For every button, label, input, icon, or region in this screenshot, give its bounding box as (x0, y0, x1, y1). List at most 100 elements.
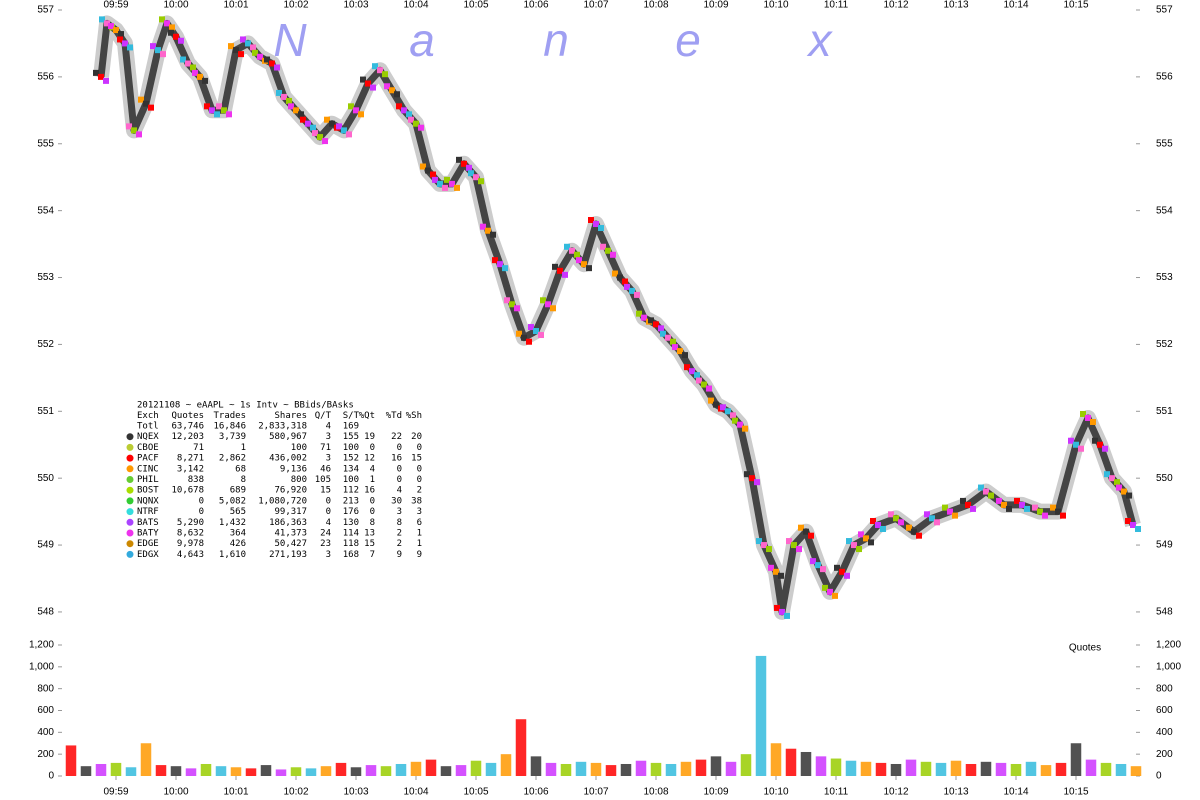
quote-marker (653, 321, 659, 328)
quote-marker (473, 174, 479, 181)
quote-marker (360, 76, 366, 83)
quote-marker (593, 221, 599, 228)
quote-marker (744, 471, 750, 478)
quote-bar (245, 768, 257, 776)
stats-cell: 50,427 (274, 539, 307, 549)
quote-marker (365, 80, 371, 87)
quote-bar (680, 761, 692, 776)
stats-cell: 0 (417, 443, 422, 453)
quote-bar (380, 766, 392, 776)
quote-marker (533, 328, 539, 335)
quote-marker (562, 271, 568, 278)
quote-marker (245, 40, 251, 47)
quote-marker (1037, 508, 1043, 515)
stats-cell: 12,203 (171, 432, 204, 442)
stats-cell: CINC (137, 464, 159, 474)
quote-marker (538, 332, 544, 339)
quote-bar (410, 761, 422, 776)
quote-marker (425, 167, 431, 174)
quote-bar (950, 760, 962, 776)
stats-cell: 2,833,318 (258, 422, 307, 432)
quote-marker (911, 528, 917, 535)
quote-marker (665, 334, 671, 341)
quote-marker (233, 47, 239, 54)
stats-cell: 13 (364, 529, 375, 539)
quote-bar (1025, 761, 1037, 776)
stats-cell: 152 (343, 454, 359, 464)
stats-cell: 105 (315, 475, 331, 485)
quote-bar (695, 759, 707, 776)
y-tick-label: 557 (37, 5, 54, 16)
stats-cell: 4 (397, 486, 402, 496)
quote-marker (178, 37, 184, 44)
quote-marker (808, 532, 814, 539)
stats-cell: 0 (370, 507, 375, 517)
stats-cell: 114 (343, 529, 359, 539)
stats-cell: 7 (370, 550, 375, 560)
x-tick-label: 10:11 (824, 0, 849, 11)
quote-bar (875, 762, 887, 776)
quote-marker (1006, 505, 1012, 512)
y-tick-label: 557 (1156, 5, 1173, 16)
quote-marker (701, 381, 707, 388)
quote-marker (1104, 471, 1110, 478)
stats-cell: 0 (417, 464, 422, 474)
quote-bar (965, 763, 977, 776)
quote-marker (221, 107, 227, 114)
stats-cell: 8 (397, 518, 402, 528)
quote-marker (396, 103, 402, 110)
stats-cell: PHIL (137, 475, 159, 485)
quote-marker (122, 40, 128, 47)
quote-marker (509, 301, 515, 308)
y-tick-label: 553 (37, 272, 54, 283)
quote-marker (863, 535, 869, 542)
quote-bar (290, 767, 302, 776)
quote-marker (98, 73, 104, 80)
quote-marker (742, 425, 748, 432)
quote-marker (430, 171, 436, 178)
quote-bar (740, 754, 752, 776)
stats-cell: 838 (188, 475, 204, 485)
quote-marker (485, 227, 491, 234)
x-tick-label: 10:12 (883, 787, 908, 798)
legend-marker (126, 518, 134, 526)
quote-marker (796, 546, 802, 553)
quote-bar (230, 767, 242, 776)
legend-marker (126, 443, 134, 451)
stats-cell: 15 (364, 539, 375, 549)
quote-marker (214, 111, 220, 118)
quote-marker (353, 107, 359, 114)
quote-marker (516, 330, 522, 337)
stats-cell: 4 (326, 518, 331, 528)
quote-marker (934, 519, 940, 526)
quote-marker (1125, 517, 1131, 524)
quote-marker (118, 31, 124, 38)
quote-marker (348, 103, 354, 110)
quote-marker (749, 475, 755, 482)
quote-marker (634, 291, 640, 298)
stats-cell: BOST (137, 486, 159, 496)
x-tick-label: 10:10 (763, 0, 788, 11)
quote-marker (552, 263, 558, 270)
stats-cell: 46 (320, 464, 331, 474)
stats-cell: 0 (370, 496, 375, 506)
quote-marker (449, 180, 455, 187)
stats-cell: 12 (364, 454, 375, 464)
quote-marker (305, 120, 311, 127)
quote-marker (413, 120, 419, 127)
quote-marker (169, 24, 175, 31)
stats-cell: NQEX (137, 432, 159, 442)
quote-marker (466, 164, 472, 171)
legend-marker (126, 476, 134, 483)
y-tick-label: 553 (1156, 272, 1173, 283)
stats-cell: 10,678 (171, 486, 204, 496)
quote-marker (832, 592, 838, 599)
x-tick-label: 10:05 (463, 787, 488, 798)
stats-cell: 71 (320, 443, 331, 453)
stats-header: S/T (343, 411, 360, 421)
quote-bar (170, 766, 182, 776)
quote-marker (336, 123, 342, 130)
quote-bar (860, 761, 872, 776)
x-tick-label: 10:09 (703, 0, 728, 11)
quote-marker (827, 588, 833, 595)
